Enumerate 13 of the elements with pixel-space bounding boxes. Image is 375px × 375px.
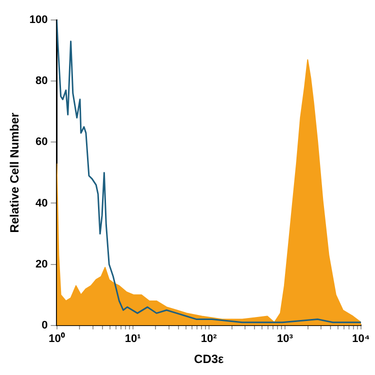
y-tick-label: 100 — [29, 14, 48, 26]
x-axis-title: CD3ε — [194, 352, 224, 366]
x-tick-label: 10⁰ — [48, 332, 65, 346]
x-tick-label: 10² — [200, 333, 218, 346]
y-tick-label: 80 — [36, 75, 48, 88]
y-tick-label: 60 — [36, 136, 48, 148]
y-axis-title: Relative Cell Number — [8, 112, 22, 233]
y-tick-label: 0 — [42, 319, 48, 332]
y-tick-label: 20 — [36, 258, 48, 270]
y-tick-label: 40 — [36, 197, 48, 210]
x-tick-label: 10⁴ — [352, 333, 370, 346]
x-tick-label: 10¹ — [124, 333, 142, 346]
x-tick-label: 10³ — [276, 333, 294, 346]
